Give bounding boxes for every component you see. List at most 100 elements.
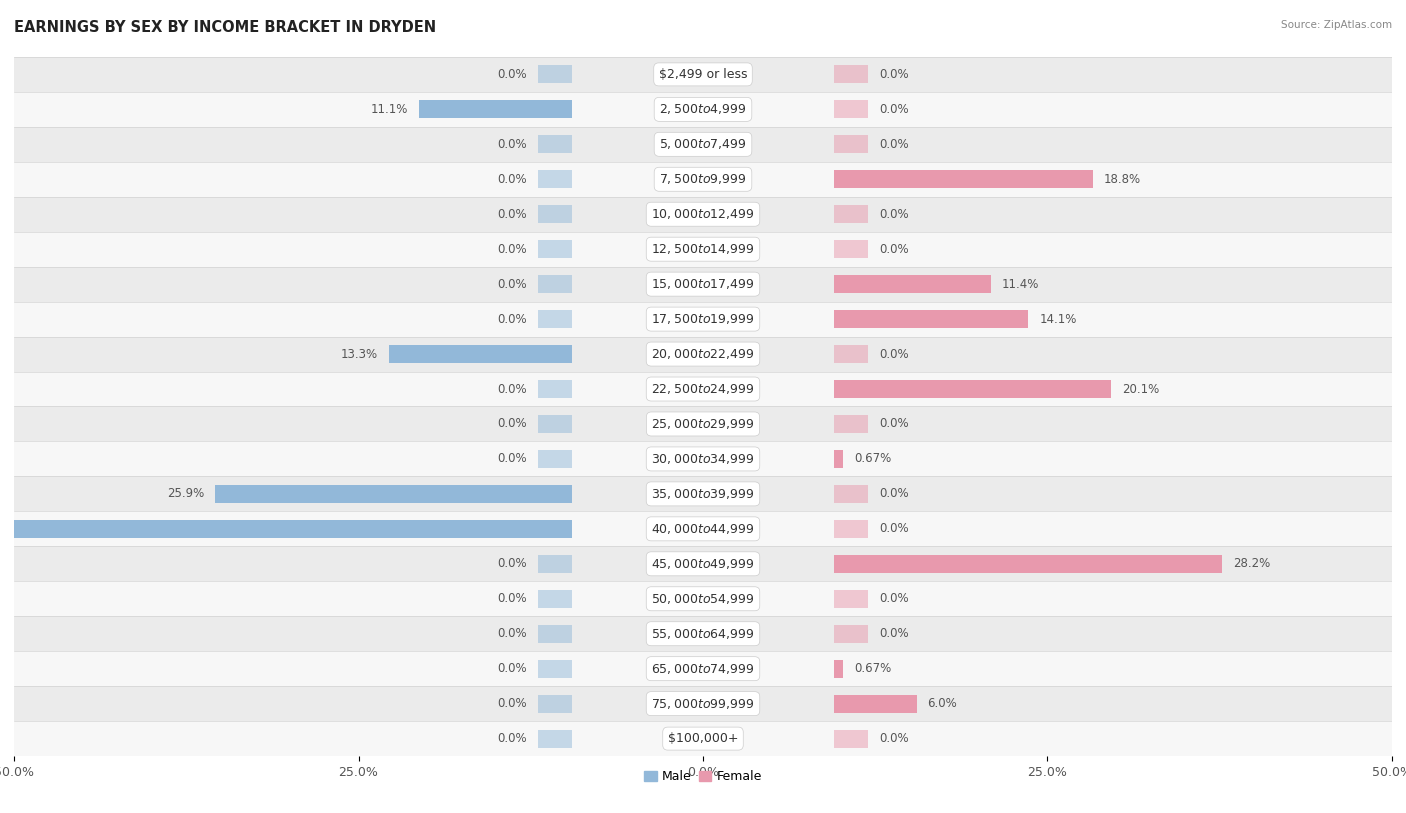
Bar bbox=[834, 100, 869, 119]
Text: 0.0%: 0.0% bbox=[496, 663, 527, 675]
Bar bbox=[834, 624, 869, 643]
Text: $50,000 to $54,999: $50,000 to $54,999 bbox=[651, 592, 755, 606]
Bar bbox=[537, 135, 572, 154]
Text: $20,000 to $22,499: $20,000 to $22,499 bbox=[651, 347, 755, 361]
Bar bbox=[389, 345, 572, 363]
Bar bbox=[834, 485, 869, 503]
Text: 0.0%: 0.0% bbox=[496, 593, 527, 605]
Bar bbox=[419, 100, 572, 119]
Text: 0.0%: 0.0% bbox=[879, 208, 910, 220]
Legend: Male, Female: Male, Female bbox=[640, 765, 766, 789]
Bar bbox=[14, 162, 1392, 197]
Text: 11.4%: 11.4% bbox=[1002, 278, 1039, 290]
Bar bbox=[0, 520, 572, 538]
Text: 25.9%: 25.9% bbox=[167, 488, 204, 500]
Bar bbox=[834, 450, 844, 468]
Bar bbox=[537, 624, 572, 643]
Text: $65,000 to $74,999: $65,000 to $74,999 bbox=[651, 662, 755, 676]
Bar bbox=[834, 275, 991, 293]
Text: 0.0%: 0.0% bbox=[496, 278, 527, 290]
Text: 0.0%: 0.0% bbox=[496, 173, 527, 185]
Text: 0.0%: 0.0% bbox=[496, 698, 527, 710]
Text: 0.0%: 0.0% bbox=[496, 628, 527, 640]
Text: 0.0%: 0.0% bbox=[879, 523, 910, 535]
Text: $22,500 to $24,999: $22,500 to $24,999 bbox=[651, 382, 755, 396]
Bar bbox=[834, 240, 869, 259]
Text: $17,500 to $19,999: $17,500 to $19,999 bbox=[651, 312, 755, 326]
Bar bbox=[14, 581, 1392, 616]
Bar bbox=[14, 337, 1392, 372]
Text: 0.0%: 0.0% bbox=[496, 453, 527, 465]
Bar bbox=[537, 65, 572, 84]
Bar bbox=[537, 170, 572, 189]
Bar bbox=[834, 520, 869, 538]
Text: 0.0%: 0.0% bbox=[496, 383, 527, 395]
Bar bbox=[537, 729, 572, 748]
Bar bbox=[14, 127, 1392, 162]
Text: 0.0%: 0.0% bbox=[496, 208, 527, 220]
Bar bbox=[14, 197, 1392, 232]
Bar bbox=[834, 380, 1111, 398]
Text: 14.1%: 14.1% bbox=[1039, 313, 1077, 325]
Bar bbox=[537, 275, 572, 293]
Bar bbox=[834, 694, 917, 713]
Text: 0.0%: 0.0% bbox=[879, 138, 910, 150]
Text: $30,000 to $34,999: $30,000 to $34,999 bbox=[651, 452, 755, 466]
Bar bbox=[537, 240, 572, 259]
Text: $40,000 to $44,999: $40,000 to $44,999 bbox=[651, 522, 755, 536]
Bar bbox=[834, 170, 1092, 189]
Text: $2,500 to $4,999: $2,500 to $4,999 bbox=[659, 102, 747, 116]
Bar bbox=[834, 659, 844, 678]
Text: 20.1%: 20.1% bbox=[1122, 383, 1159, 395]
Bar bbox=[0, 520, 572, 538]
Text: 0.0%: 0.0% bbox=[496, 558, 527, 570]
Text: 0.0%: 0.0% bbox=[879, 593, 910, 605]
Text: $25,000 to $29,999: $25,000 to $29,999 bbox=[651, 417, 755, 431]
Text: 0.0%: 0.0% bbox=[496, 138, 527, 150]
Text: 0.0%: 0.0% bbox=[496, 733, 527, 745]
Bar bbox=[389, 345, 572, 363]
Text: 0.0%: 0.0% bbox=[879, 488, 910, 500]
Bar bbox=[537, 589, 572, 608]
Text: 0.67%: 0.67% bbox=[855, 453, 891, 465]
Bar bbox=[537, 415, 572, 433]
Bar bbox=[215, 485, 572, 503]
Bar bbox=[834, 345, 869, 363]
Text: 0.0%: 0.0% bbox=[879, 243, 910, 255]
Text: 0.0%: 0.0% bbox=[496, 418, 527, 430]
Bar bbox=[14, 476, 1392, 511]
Bar bbox=[14, 406, 1392, 441]
Text: 18.8%: 18.8% bbox=[1104, 173, 1142, 185]
Text: $55,000 to $64,999: $55,000 to $64,999 bbox=[651, 627, 755, 641]
Bar bbox=[537, 310, 572, 328]
Bar bbox=[215, 485, 572, 503]
Bar bbox=[14, 267, 1392, 302]
Bar bbox=[537, 659, 572, 678]
Text: $7,500 to $9,999: $7,500 to $9,999 bbox=[659, 172, 747, 186]
Text: 0.0%: 0.0% bbox=[879, 733, 910, 745]
Text: $45,000 to $49,999: $45,000 to $49,999 bbox=[651, 557, 755, 571]
Text: 13.3%: 13.3% bbox=[340, 348, 378, 360]
Text: 0.0%: 0.0% bbox=[879, 418, 910, 430]
Bar bbox=[834, 554, 1222, 573]
Text: EARNINGS BY SEX BY INCOME BRACKET IN DRYDEN: EARNINGS BY SEX BY INCOME BRACKET IN DRY… bbox=[14, 20, 436, 35]
Bar bbox=[834, 589, 869, 608]
Text: 0.0%: 0.0% bbox=[496, 313, 527, 325]
Bar bbox=[14, 441, 1392, 476]
Bar bbox=[14, 651, 1392, 686]
Bar bbox=[537, 554, 572, 573]
Text: Source: ZipAtlas.com: Source: ZipAtlas.com bbox=[1281, 20, 1392, 30]
Bar bbox=[14, 232, 1392, 267]
Bar bbox=[537, 380, 572, 398]
Text: $75,000 to $99,999: $75,000 to $99,999 bbox=[651, 697, 755, 711]
Text: $10,000 to $12,499: $10,000 to $12,499 bbox=[651, 207, 755, 221]
Bar bbox=[419, 100, 572, 119]
Text: 0.0%: 0.0% bbox=[879, 68, 910, 80]
Text: $2,499 or less: $2,499 or less bbox=[659, 68, 747, 80]
Bar bbox=[14, 721, 1392, 756]
Bar bbox=[537, 694, 572, 713]
Bar bbox=[14, 302, 1392, 337]
Text: $15,000 to $17,499: $15,000 to $17,499 bbox=[651, 277, 755, 291]
Text: 0.67%: 0.67% bbox=[855, 663, 891, 675]
Bar bbox=[14, 616, 1392, 651]
